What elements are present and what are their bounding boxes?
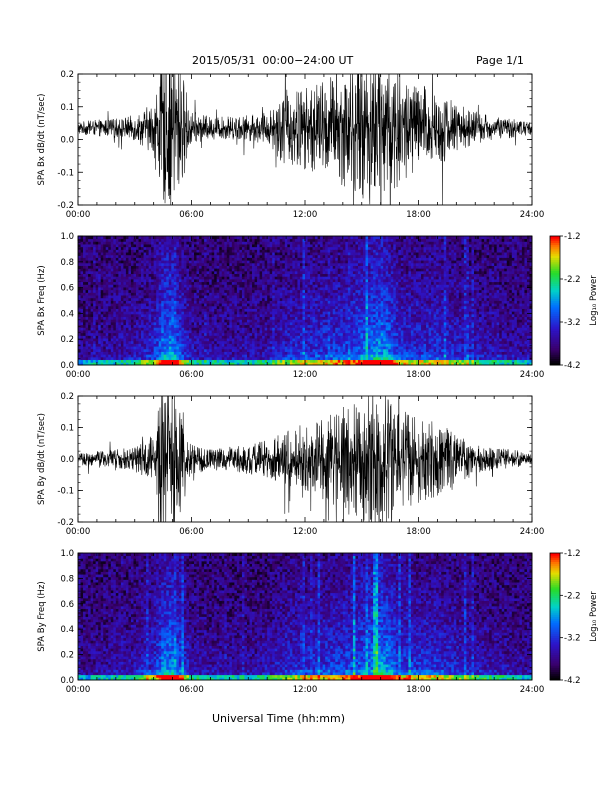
colorbar [550, 236, 560, 366]
y-axis-label: SPA Bx dB/dt (nT/sec) [37, 94, 47, 186]
x-tick-label: 18:00 [406, 370, 431, 380]
x-tick-label: 24:00 [520, 210, 545, 220]
y-tick-label: 0.2 [60, 392, 74, 402]
y-tick-label: 0.2 [60, 70, 74, 80]
y-tick-label: 0.0 [60, 136, 74, 146]
y-tick-label: 0.2 [60, 651, 74, 661]
y-tick-label: -0.2 [57, 518, 74, 528]
x-tick-label: 18:00 [406, 527, 431, 537]
y-tick-label: -0.1 [57, 168, 74, 178]
y-tick-label: 0.1 [60, 424, 74, 434]
y-axis-label: SPA By Freq (Hz) [37, 581, 47, 651]
colorbar-tick-label: -4.2 [564, 361, 581, 371]
colorbar-tick-label: -2.2 [564, 275, 581, 285]
page-number: Page 1/1 [476, 54, 524, 67]
y-axis-label: SPA Bx Freq (Hz) [37, 265, 47, 335]
y-axis-label: SPA By dB/dt (nT/sec) [37, 413, 47, 505]
colorbar-frame [549, 552, 561, 681]
colorbar [550, 553, 560, 681]
x-tick-label: 12:00 [293, 527, 318, 537]
x-tick-label: 18:00 [406, 210, 431, 220]
y-tick-label: 1.0 [60, 232, 74, 242]
y-tick-label: 0.8 [60, 258, 74, 268]
data-series-trace [78, 74, 532, 205]
colorbar-tick-label: -1.2 [564, 232, 581, 242]
y-tick-label: 0.2 [60, 335, 74, 345]
colorbar-label: Log₁₀ Power [589, 591, 599, 642]
spectrogram-image [78, 553, 533, 681]
colorbar-tick-label: -3.2 [564, 634, 581, 644]
colorbar-tick-label: -3.2 [564, 318, 581, 328]
colorbar-frame [549, 235, 561, 366]
x-tick-label: 06:00 [179, 527, 204, 537]
y-tick-label: 0.0 [60, 455, 74, 465]
page-title: 2015/05/31 00:00−24:00 UT [192, 54, 354, 67]
x-tick-label: 12:00 [293, 210, 318, 220]
x-tick-label: 00:00 [66, 527, 91, 537]
colorbar-tick-label: -4.2 [564, 676, 581, 686]
y-tick-label: 0.8 [60, 574, 74, 584]
x-tick-label: 12:00 [293, 370, 318, 380]
x-tick-label: 24:00 [520, 370, 545, 380]
y-tick-label: -0.1 [57, 487, 74, 497]
x-axis-title: Universal Time (hh:mm) [212, 712, 345, 725]
y-tick-label: 0.4 [60, 625, 74, 635]
colorbar-tick-label: -1.2 [564, 549, 581, 559]
y-tick-label: 0.6 [60, 600, 74, 610]
y-tick-label: 0.0 [60, 361, 74, 371]
y-tick-label: 0.4 [60, 309, 74, 319]
x-tick-label: 00:00 [66, 370, 91, 380]
y-tick-label: 0.0 [60, 676, 74, 686]
x-tick-label: 06:00 [179, 370, 204, 380]
y-tick-label: 0.6 [60, 284, 74, 294]
data-series-trace [78, 396, 532, 522]
x-tick-label: 00:00 [66, 210, 91, 220]
y-tick-label: 0.1 [60, 103, 74, 113]
x-tick-label: 00:00 [66, 685, 91, 695]
colorbar-label: Log₁₀ Power [589, 275, 599, 326]
y-tick-label: 1.0 [60, 549, 74, 559]
spectrogram-image [78, 236, 533, 366]
x-tick-label: 12:00 [293, 685, 318, 695]
x-tick-label: 18:00 [406, 685, 431, 695]
colorbar-tick-label: -2.2 [564, 591, 581, 601]
x-tick-label: 06:00 [179, 210, 204, 220]
y-tick-label: -0.2 [57, 201, 74, 211]
x-tick-label: 24:00 [520, 527, 545, 537]
x-tick-label: 24:00 [520, 685, 545, 695]
x-tick-label: 06:00 [179, 685, 204, 695]
